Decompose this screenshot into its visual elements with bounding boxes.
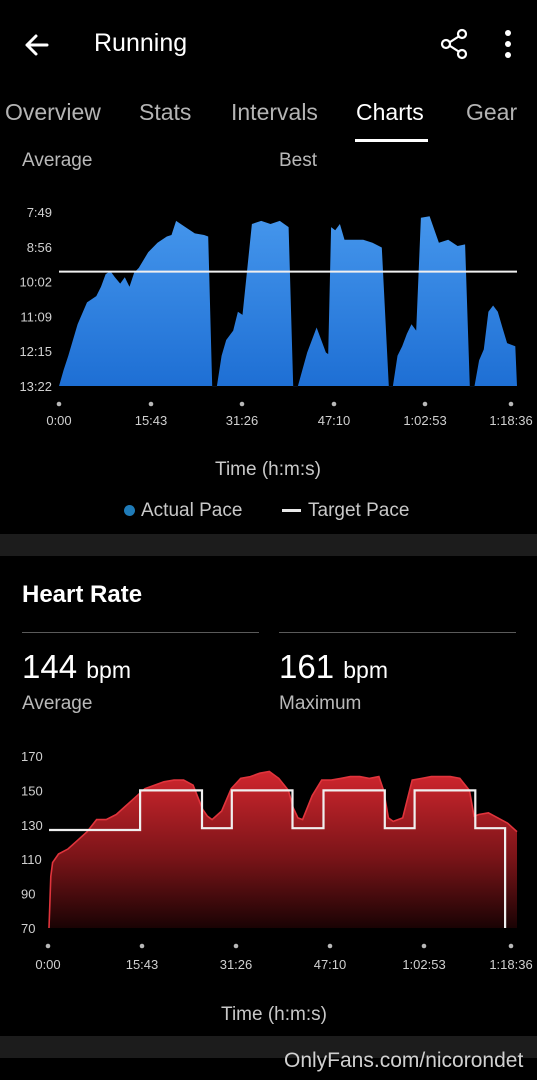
hr-x-tick-label: 1:18:36 — [489, 957, 532, 972]
hr-maximum-label: Maximum — [279, 693, 362, 714]
hr-x-tick-dot — [421, 943, 427, 949]
pace-x-tick-label: 47:10 — [318, 413, 351, 428]
heart-rate-line — [48, 770, 518, 929]
hr-x-tick-dot — [45, 943, 51, 949]
tab-intervals[interactable]: Intervals — [231, 99, 318, 125]
hr-x-tick-dot — [508, 943, 514, 949]
section-divider — [0, 534, 537, 556]
legend-dot-icon — [124, 505, 135, 517]
hr-x-tick-dot — [139, 943, 145, 949]
hr-average-label: Average — [22, 693, 93, 714]
pace-y-tick-label: 8:56 — [27, 240, 52, 255]
hr-y-tick-label: 70 — [21, 921, 35, 936]
pace-x-tick-label: 31:26 — [226, 413, 259, 428]
tab-gear[interactable]: Gear — [466, 99, 518, 125]
pace-area-series — [59, 216, 517, 387]
pace-y-tick-label: 10:02 — [19, 275, 52, 290]
pace-x-tick-dot — [239, 401, 245, 407]
heart-rate-area-series — [49, 771, 517, 928]
pace-x-tick-dot — [148, 401, 154, 407]
more-vert-icon[interactable] — [496, 26, 520, 62]
pace-x-tick-label: 0:00 — [46, 413, 71, 428]
hr-y-tick-label: 130 — [21, 818, 43, 833]
divider-line — [22, 632, 259, 633]
hr-y-tick-label: 90 — [21, 887, 35, 902]
arrow-left-icon[interactable] — [18, 26, 56, 64]
legend-line-icon — [282, 509, 301, 513]
legend-actual-pace[interactable]: Actual Pace — [124, 500, 242, 522]
hr-y-tick-label: 110 — [21, 852, 42, 867]
watermark-text: OnlyFans.com/nicorondet — [284, 1049, 524, 1072]
tab-bar: Overview Stats Intervals Charts Gear — [0, 90, 537, 142]
pace-x-tick-label: 1:18:36 — [489, 413, 532, 428]
active-tab-indicator — [355, 139, 428, 142]
pace-x-tick-label: 15:43 — [135, 413, 168, 428]
divider-line — [279, 632, 516, 633]
pace-x-tick-dot — [422, 401, 428, 407]
pace-x-tick-dot — [331, 401, 337, 407]
hr-y-tick-label: 150 — [21, 783, 43, 798]
pace-chart: 7:49 8:56 10:02 11:09 12:15 13:22 0:00 15:43 31… — [19, 205, 532, 480]
hr-x-tick-dot — [233, 943, 239, 949]
pace-x-tick-label: 1:02:53 — [403, 413, 446, 428]
pace-x-tick-dot — [508, 401, 514, 407]
pace-x-tick-dot — [56, 401, 62, 407]
hr-x-tick-label: 47:10 — [314, 957, 347, 972]
pace-y-tick-label: 7:49 — [27, 205, 52, 220]
hr-x-tick-label: 15:43 — [126, 957, 159, 972]
hr-maximum-value: 161 bpm — [279, 648, 388, 685]
hr-x-tick-label: 1:02:53 — [402, 957, 445, 972]
pace-y-tick-label: 13:22 — [19, 379, 52, 394]
hr-y-tick-label: 170 — [21, 749, 43, 764]
tab-charts[interactable]: Charts — [356, 99, 424, 125]
pace-x-axis-title: Time (h:m:s) — [215, 459, 321, 480]
pace-average-label: Average — [22, 150, 93, 171]
heart-rate-chart: 170 150 130 110 90 70 0:00 15:43 31:26 47:10 1:02… — [21, 749, 533, 1025]
pace-y-tick-label: 12:15 — [19, 344, 52, 359]
heart-rate-title: Heart Rate — [22, 581, 143, 608]
hr-x-tick-label: 31:26 — [220, 957, 253, 972]
legend-target-pace[interactable]: Target Pace — [282, 500, 409, 522]
tab-overview[interactable]: Overview — [5, 99, 101, 125]
hr-x-axis-title: Time (h:m:s) — [221, 1004, 327, 1025]
top-app-bar: Running — [0, 0, 537, 88]
section-divider — [0, 1036, 537, 1058]
hr-x-tick-dot — [327, 943, 333, 949]
pace-y-tick-label: 11:09 — [20, 309, 52, 324]
pace-best-label: Best — [279, 150, 318, 171]
tab-stats[interactable]: Stats — [139, 99, 192, 125]
hr-average-value: 144 bpm — [22, 648, 131, 685]
hr-x-tick-label: 0:00 — [35, 957, 60, 972]
target-hr-step-line — [49, 789, 507, 928]
page-title: Running — [94, 29, 188, 57]
share-icon[interactable] — [436, 26, 472, 62]
